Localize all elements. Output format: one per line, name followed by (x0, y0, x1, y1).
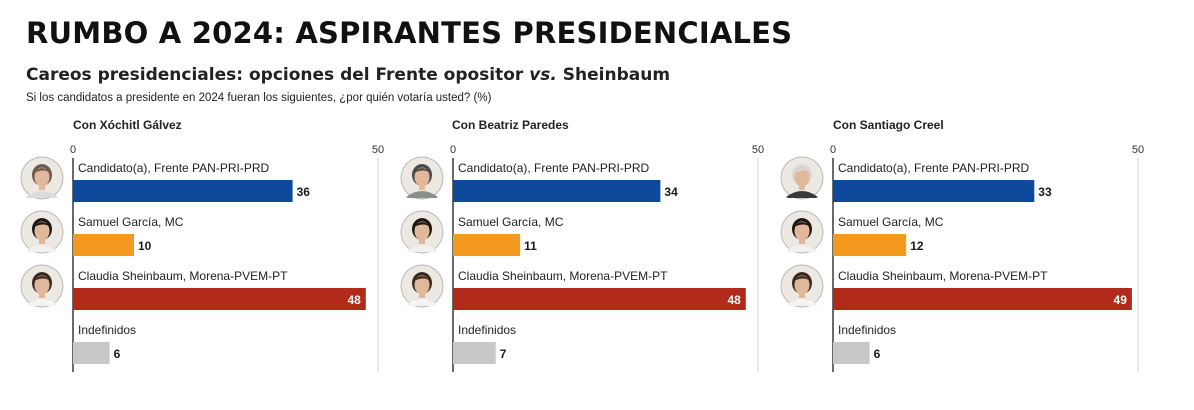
bar (453, 288, 746, 310)
value-label: 12 (910, 239, 924, 253)
samuel-garcia-photo (20, 210, 64, 254)
category-label: Candidato(a), Frente PAN-PRI-PRD (458, 161, 650, 175)
category-label: Samuel García, MC (78, 215, 184, 229)
claudia-sheinbaum-photo (780, 264, 824, 308)
value-label: 48 (727, 293, 741, 307)
chart-panel-paredes: 0 50 Candidato(a), Frente PAN-PRI-PRD 34 Sam… (400, 144, 764, 372)
value-label: 34 (664, 185, 678, 199)
tick-label: 0 (70, 144, 76, 156)
bar (73, 288, 366, 310)
panel-title-galvez: Con Xóchitl Gálvez (73, 118, 182, 132)
category-label: Samuel García, MC (458, 215, 564, 229)
category-label: Samuel García, MC (838, 215, 944, 229)
bar (73, 342, 110, 364)
value-label: 49 (1114, 293, 1128, 307)
tick-label: 50 (372, 144, 384, 156)
claudia-sheinbaum-photo (20, 264, 64, 308)
tick-label: 0 (450, 144, 456, 156)
bar (73, 180, 293, 202)
category-label: Indefinidos (78, 323, 136, 337)
category-label: Candidato(a), Frente PAN-PRI-PRD (78, 161, 270, 175)
category-label: Candidato(a), Frente PAN-PRI-PRD (838, 161, 1030, 175)
survey-question: Si los candidatos a presidente en 2024 f… (26, 92, 492, 104)
panel-title-creel: Con Santiago Creel (833, 118, 944, 132)
chart-panel-creel: 0 50 Candidato(a), Frente PAN-PRI-PRD 33 Sam… (780, 144, 1144, 372)
bar (73, 234, 134, 256)
category-label: Indefinidos (458, 323, 516, 337)
samuel-garcia-photo (780, 210, 824, 254)
bar (833, 342, 870, 364)
value-label: 7 (500, 347, 507, 361)
bar (453, 234, 521, 256)
tick-label: 50 (752, 144, 764, 156)
chart-title: RUMBO A 2024: ASPIRANTES PRESIDENCIALES (26, 16, 793, 50)
bar (833, 234, 907, 256)
xochitl-galvez-photo (20, 156, 64, 200)
tick-label: 50 (1132, 144, 1144, 156)
bar (453, 180, 661, 202)
value-label: 48 (347, 293, 361, 307)
panel-title-paredes: Con Beatriz Paredes (452, 118, 569, 132)
samuel-garcia-photo (400, 210, 444, 254)
claudia-sheinbaum-photo (400, 264, 444, 308)
subtitle-vs: vs. (529, 65, 557, 85)
category-label: Claudia Sheinbaum, Morena-PVEM-PT (458, 269, 668, 283)
value-label: 10 (138, 239, 152, 253)
value-label: 11 (524, 239, 537, 253)
subtitle-prefix: Careos presidenciales: opciones del Fren… (26, 65, 530, 85)
subtitle-suffix: Sheinbaum (556, 65, 671, 85)
bar (833, 180, 1035, 202)
chart-subtitle: Careos presidenciales: opciones del Fren… (26, 65, 670, 85)
bar (833, 288, 1132, 310)
tick-label: 0 (830, 144, 836, 156)
category-label: Claudia Sheinbaum, Morena-PVEM-PT (838, 269, 1048, 283)
value-label: 6 (114, 347, 121, 361)
chart-panel-galvez: 0 50 Candidato(a), Frente PAN-PRI-PRD 36 Sam… (20, 144, 384, 372)
santiago-creel-photo (780, 156, 824, 200)
category-label: Indefinidos (838, 323, 896, 337)
category-label: Claudia Sheinbaum, Morena-PVEM-PT (78, 269, 288, 283)
bar (453, 342, 496, 364)
value-label: 36 (297, 185, 311, 199)
beatriz-paredes-photo (400, 156, 444, 200)
value-label: 33 (1038, 185, 1052, 199)
value-label: 6 (874, 347, 881, 361)
